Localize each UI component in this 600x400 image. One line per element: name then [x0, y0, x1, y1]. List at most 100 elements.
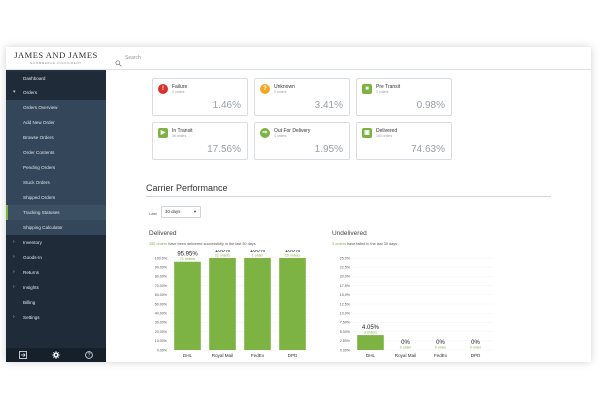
- help-icon[interactable]: ?: [85, 351, 94, 359]
- status-card-percent: 74.63%: [411, 144, 445, 155]
- y-tick-label: 70.00%: [155, 284, 168, 288]
- status-card-delivered[interactable]: ▣ Delivered 153 orders 74.63%: [356, 122, 452, 160]
- undelivered-chart-subtitle: 3 orders have failed in the last 30 days: [332, 242, 397, 246]
- status-unknown-icon: ?: [260, 84, 270, 94]
- status-card-in-transit[interactable]: ▶ In Transit 36 orders 17.56%: [152, 122, 248, 160]
- search-input[interactable]: [125, 52, 325, 64]
- sidebar: JAMES AND JAMES ECOMMERCE FULFILMENT Das…: [6, 47, 106, 362]
- brand-title: JAMES AND JAMES: [14, 50, 98, 60]
- sidebar-item-label: Order Contents: [23, 150, 55, 155]
- y-tick-label: 80.00%: [155, 275, 168, 279]
- sidebar-item-label: Shipped Orders: [23, 195, 56, 200]
- period-select-value: 30 days: [165, 209, 181, 214]
- delivered-chart-title: Delivered: [149, 230, 177, 237]
- period-select[interactable]: 30 days ▼: [161, 206, 201, 218]
- bar-count-label: 1 order: [252, 254, 264, 258]
- sidebar-item-label: Inventory: [23, 240, 42, 245]
- chevron-right-icon: ›: [13, 314, 15, 320]
- sidebar-item-settings[interactable]: › Settings: [6, 310, 106, 325]
- status-out-for-delivery-icon: ⇨: [260, 128, 270, 138]
- sidebar-item-add-new-order[interactable]: Add New Order: [6, 115, 106, 130]
- chevron-down-icon: ▼: [193, 209, 197, 214]
- y-tick-label: 10.0%: [340, 312, 351, 316]
- undelivered-subtitle-rest: have failed in the last 30 days: [345, 242, 398, 246]
- chevron-right-icon: ›: [13, 239, 15, 245]
- y-tick-label: 20.0%: [340, 275, 351, 279]
- bar-count-label: 0 order: [400, 346, 412, 350]
- filter-label: Last: [149, 211, 157, 216]
- gear-icon[interactable]: [52, 351, 60, 359]
- status-card-count: 36 orders: [172, 134, 187, 138]
- bar-count-label: 3 orders: [364, 331, 377, 335]
- sidebar-item-browse-orders[interactable]: Browse Orders: [6, 130, 106, 145]
- status-card-count: 2 orders: [172, 90, 185, 94]
- bar-fedex: [244, 258, 271, 350]
- delivered-count-highlight: 155 orders: [149, 242, 168, 246]
- delivered-subtitle-rest: have been delivered successfully in the …: [167, 242, 256, 246]
- carrier-performance-title: Carrier Performance: [146, 183, 228, 193]
- sidebar-item-dashboard[interactable]: Dashboard: [6, 70, 106, 85]
- x-tick-label: Royal Mail: [395, 353, 416, 358]
- exit-icon[interactable]: [18, 351, 27, 359]
- y-tick-label: 60.00%: [155, 293, 168, 297]
- sidebar-item-shipping-calculator[interactable]: Shipping Calculator: [6, 220, 106, 235]
- sidebar-item-tracking-statuses[interactable]: Tracking Statuses: [6, 205, 106, 220]
- y-tick-label: 15.0%: [340, 293, 351, 297]
- bar-count-label: 22 orders: [215, 254, 230, 258]
- y-tick-label: 0.00%: [157, 348, 168, 352]
- bar-value-label: 4.05%: [362, 325, 380, 331]
- status-card-label: Pre Transit: [376, 84, 401, 90]
- sidebar-item-orders-overview[interactable]: Orders Overview: [6, 100, 106, 115]
- sidebar-item-shipped-orders[interactable]: Shipped Orders: [6, 190, 106, 205]
- status-card-out-for-delivery[interactable]: ⇨ Out For Delivery 4 orders 1.95%: [254, 122, 350, 160]
- sidebar-item-label: Add New Order: [23, 120, 55, 125]
- y-tick-label: 25.0%: [340, 256, 351, 260]
- status-card-label: Failure: [172, 84, 188, 90]
- sidebar-item-returns[interactable]: › Returns: [6, 265, 106, 280]
- sidebar-item-billing[interactable]: Billing: [6, 295, 106, 310]
- status-card-percent: 0.98%: [416, 100, 445, 111]
- sidebar-item-goods-in[interactable]: › Goods-In: [6, 250, 106, 265]
- bar-count-label: 0 order: [470, 346, 482, 350]
- search-icon: [115, 54, 122, 67]
- brand-logo[interactable]: JAMES AND JAMES ECOMMERCE FULFILMENT: [6, 47, 106, 70]
- y-tick-label: 0.00%: [340, 348, 351, 352]
- y-tick-label: 2.50%: [340, 339, 351, 343]
- sidebar-item-inventory[interactable]: › Inventory: [6, 235, 106, 250]
- sidebar-item-stuck-orders[interactable]: Stuck Orders: [6, 175, 106, 190]
- x-tick-label: FedEx: [434, 353, 448, 358]
- bar-value-label: 95.95%: [177, 252, 198, 258]
- status-card-unknown[interactable]: ? Unknown 2 orders 3.41%: [254, 78, 350, 116]
- y-tick-label: 5.00%: [340, 330, 351, 334]
- chevron-right-icon: ›: [13, 254, 15, 260]
- chevron-right-icon: ›: [13, 284, 15, 290]
- top-bar: [106, 47, 591, 70]
- status-card-label: Out For Delivery: [274, 128, 311, 134]
- sidebar-item-orders[interactable]: ▾ Orders: [6, 85, 106, 100]
- x-tick-label: DHL: [183, 353, 193, 358]
- delivered-chart-subtitle: 155 orders have been delivered successfu…: [149, 242, 256, 246]
- status-card-pre-transit[interactable]: ■ Pre Transit 2 orders 0.98%: [356, 78, 452, 116]
- status-card-count: 2 orders: [376, 90, 389, 94]
- y-tick-label: 7.50%: [340, 321, 351, 325]
- y-tick-label: 10.00%: [155, 339, 168, 343]
- bar-value-label: 100%: [250, 250, 266, 254]
- sidebar-item-insights[interactable]: › Insights: [6, 280, 106, 295]
- bar-dpd: [279, 258, 306, 350]
- sidebar-item-pending-orders[interactable]: Pending Orders: [6, 160, 106, 175]
- status-card-percent: 17.56%: [207, 144, 241, 155]
- status-card-label: Delivered: [376, 128, 398, 134]
- x-tick-label: DHL: [366, 353, 376, 358]
- y-tick-label: 17.5%: [340, 284, 351, 288]
- sidebar-item-label: Dashboard: [23, 76, 46, 81]
- sidebar-item-order-contents[interactable]: Order Contents: [6, 145, 106, 160]
- bar-count-label: 25 orders: [285, 254, 300, 258]
- sidebar-footer: ?: [6, 348, 106, 362]
- y-tick-label: 100.0%: [155, 256, 168, 260]
- status-card-failure[interactable]: ! Failure 2 orders 1.46%: [152, 78, 248, 116]
- bar-value-label: 0%: [471, 340, 480, 346]
- bar-count-label: 71 orders: [180, 257, 195, 261]
- delivered-chart: 0.00% 10.00% 20.00% 30.00% 40.00% 50.00% 60.00…: [155, 250, 310, 358]
- x-tick-label: Royal Mail: [212, 353, 233, 358]
- x-tick-label: DPD: [471, 353, 481, 358]
